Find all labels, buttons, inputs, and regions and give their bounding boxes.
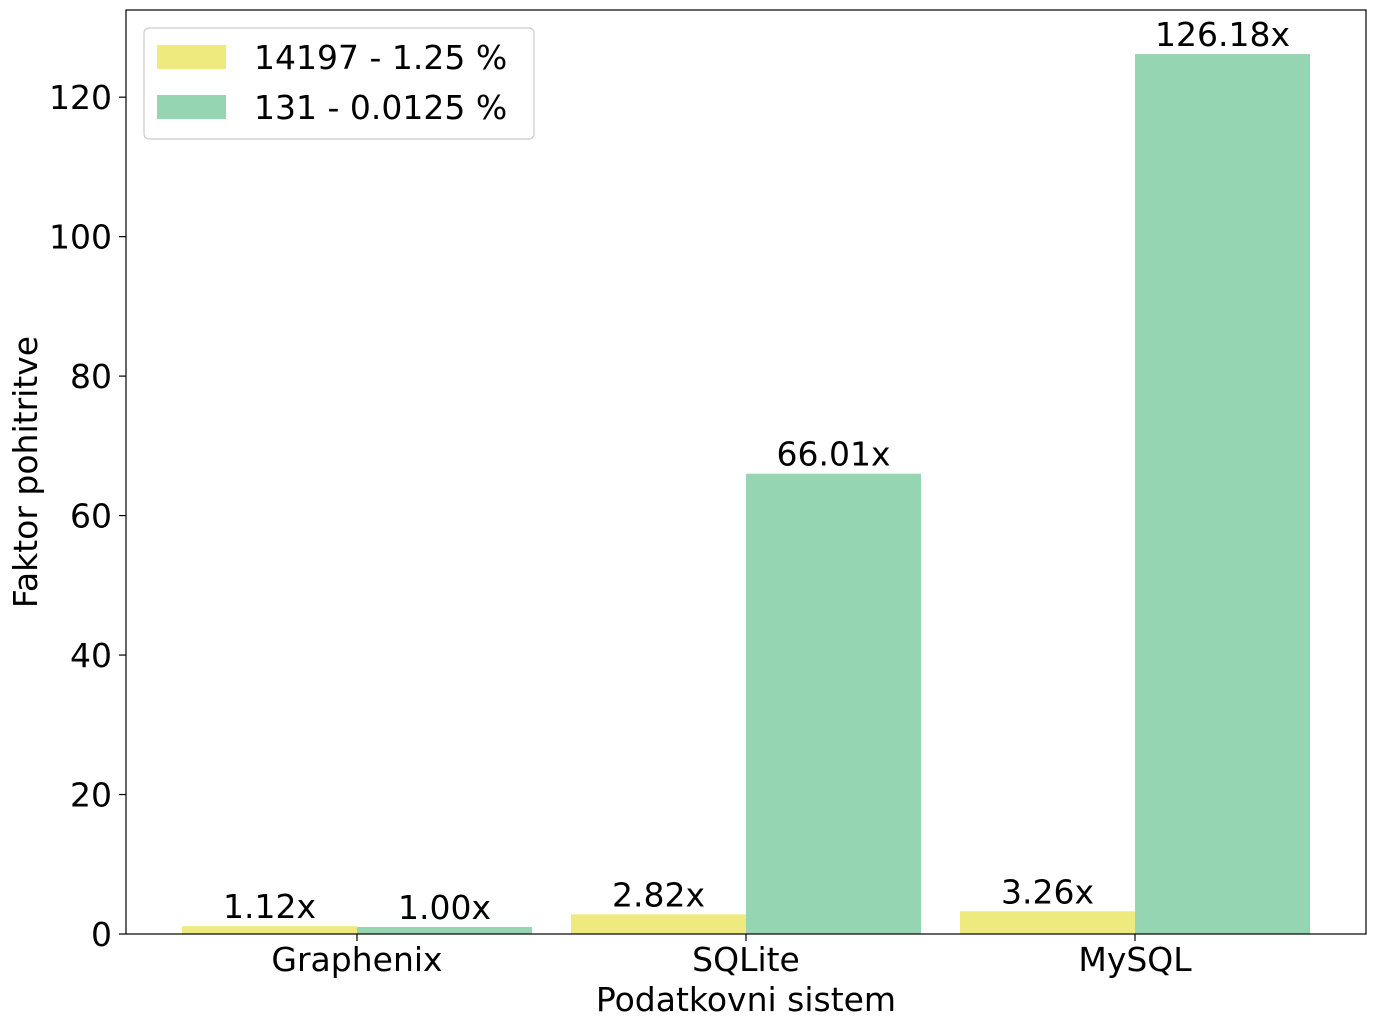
- data-label: 126.18x: [1155, 15, 1290, 54]
- x-tick-label: Graphenix: [271, 940, 442, 979]
- y-tick-label: 80: [70, 357, 112, 396]
- bars-layer: [182, 54, 1310, 934]
- legend: 14197 - 1.25 % 131 - 0.0125 %: [143, 27, 535, 140]
- bar: [571, 914, 746, 934]
- bar: [1135, 54, 1310, 934]
- y-tick-label: 100: [49, 218, 112, 257]
- y-tick-label: 40: [70, 636, 112, 675]
- y-tick-label: 0: [91, 915, 112, 954]
- y-tick-label: 20: [70, 776, 112, 815]
- data-label: 1.12x: [223, 887, 316, 926]
- legend-label: 14197 - 1.25 %: [254, 38, 507, 77]
- x-axis: Graphenix SQLite MySQL: [271, 934, 1192, 979]
- x-axis-title: Podatkovni sistem: [596, 980, 896, 1019]
- data-label: 3.26x: [1001, 872, 1094, 911]
- y-axis: 0 20 40 60 80 100 120: [49, 78, 126, 954]
- legend-box: [143, 27, 535, 140]
- bar: [182, 926, 357, 934]
- bar: [357, 927, 532, 934]
- y-tick-label: 120: [49, 78, 112, 117]
- bar: [746, 473, 921, 934]
- data-label: 1.00x: [398, 888, 491, 927]
- y-axis-title: Faktor pohitritve: [6, 336, 45, 608]
- data-label: 66.01x: [776, 435, 890, 474]
- data-label: 2.82x: [612, 875, 705, 914]
- bar-labels-layer: 1.12x 1.00x 2.82x 66.01x 3.26x 126.18x: [223, 15, 1290, 927]
- x-tick-label: SQLite: [692, 940, 800, 979]
- bar: [960, 911, 1135, 934]
- legend-swatch: [157, 45, 226, 69]
- x-tick-label: MySQL: [1078, 940, 1192, 979]
- legend-swatch: [157, 95, 226, 119]
- legend-label: 131 - 0.0125 %: [254, 88, 507, 127]
- y-tick-label: 60: [70, 497, 112, 536]
